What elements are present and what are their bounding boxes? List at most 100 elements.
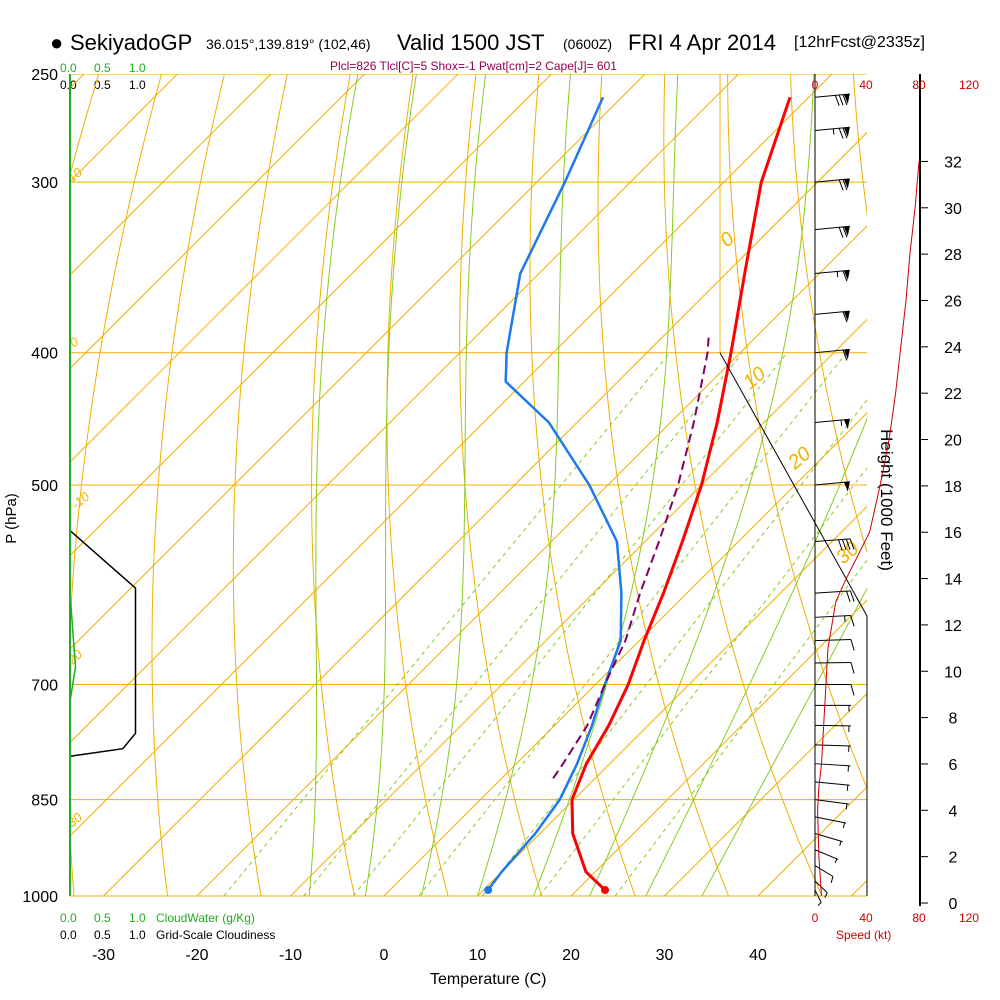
surface-dewpoint-marker [484,886,493,895]
diagram-frame [69,74,868,897]
cloudwater-scale-top-05: 0.5 [94,61,111,75]
station-coords: 36.015°,139.819° (102,46) [206,36,371,52]
isotherm-line [70,74,365,370]
cloudiness-scale-bottom-05: 0.5 [94,928,111,942]
wind-barb-staff [814,833,843,843]
wind-barb-staff [814,816,847,824]
wind-barb [814,225,850,238]
isotherm-line [570,599,867,896]
wind-barb-feather [817,902,822,906]
wind-barb [814,662,855,674]
moist-adiabat-line [645,417,867,896]
height-tick-label: 18 [944,479,962,496]
wind-barb-feather [842,226,848,238]
mixing-ratio-line [352,352,788,896]
wind-barb [814,538,855,551]
forecast-date: FRI 4 Apr 2014 [628,30,776,55]
wind-barb-half-feather [842,822,845,829]
wind-barb-feather [834,95,840,106]
dry-adiabat-line [727,74,867,790]
wind-barb-feather [850,639,855,651]
wind-barb-feather [842,94,848,106]
wind-barb [814,638,855,651]
cloudwater-scale-top-0: 0.0 [60,61,77,75]
wind-barb-half-feather [846,784,849,791]
mixing-ratio-line [418,352,847,896]
temperature-tick-label: -30 [92,947,115,964]
wind-barb-feather [850,662,855,674]
temperature-tick-label: 30 [656,947,674,964]
speed-tick-label-bottom: 40 [859,911,873,925]
speed-tick-label-top: 40 [859,78,873,92]
wind-barb [815,704,851,712]
wind-barb-feather [838,179,844,191]
cloudiness-scale-top-1: 1.0 [129,78,146,92]
dry-adiabat-line [386,74,449,896]
wind-barb-staff [814,744,851,747]
wind-barb-feather [842,349,848,361]
wind-barb-staff [814,781,850,786]
height-tick-label: 20 [944,433,962,450]
temperature-tick-label: 10 [469,947,487,964]
mixing-ratio-line [539,467,867,896]
height-tick-label: 16 [944,525,962,542]
dry-adiabat-line [529,74,636,896]
height-tick-label: 14 [944,572,962,589]
wind-barb-half-feather [840,420,843,426]
dry-adiabat-label: 10 [739,363,770,394]
wind-barb-feather [842,179,848,191]
sounding-params: Plcl=826 Tlcl[C]=5 Shox=-1 Pwat[cm]=2 Ca… [330,59,617,73]
isotherm-line [664,692,867,896]
wind-barb-flag [843,349,850,360]
wind-barb [814,269,850,282]
dry-adiabat-label: 30 [64,809,85,830]
wind-barb-feather [838,539,843,551]
mixing-ratio-label: 3 [342,900,357,917]
height-tick-label: 4 [949,803,958,820]
wind-barb-staff [814,418,850,424]
wind-speed-profile-line [817,161,920,897]
pressure-tick-label: 1000 [22,889,58,906]
temperature-profile-line [570,96,792,892]
wind-barb-half-feather [832,128,835,135]
wind-barb [814,781,850,791]
wind-barb-feather [850,684,855,696]
wind-barb-feather [830,876,834,884]
wind-barb-staff [814,538,851,543]
wind-barb-flag [843,419,850,430]
wind-barb-staff [814,638,851,642]
wind-barb-flag [843,178,850,189]
mixing-ratio-line [303,352,743,896]
speed-tick-label-bottom: 80 [912,911,926,925]
speed-tick-label-top: 120 [959,78,979,92]
wind-barb [814,724,851,732]
height-tick-label: 22 [944,386,962,403]
cloudiness-label: Grid-Scale Cloudiness [156,928,276,942]
pressure-tick-label: 500 [31,478,58,495]
height-tick-label: 32 [944,154,962,171]
wind-barb-staff [814,590,851,594]
cloudiness-scale-bottom-0: 0.0 [60,928,77,942]
wind-barb-feather [849,590,855,602]
cloudwater-scale-bottom-1: 1.0 [129,911,146,925]
dry-adiabat-line [232,74,288,896]
height-tick-label: 0 [949,896,958,913]
moist-adiabat-line [533,74,679,896]
moist-adiabat-line [589,74,815,896]
wind-barb [814,310,850,323]
height-tick-label: 6 [949,757,958,774]
wind-barb-flag [843,93,850,104]
mixing-ratio-label: 20 [603,895,625,917]
wind-barb [814,590,855,602]
wind-barb [814,889,822,906]
wind-barb [814,418,850,430]
pressure-tick-label: 300 [31,175,58,192]
wind-barb-staff [814,763,851,767]
cloudiness-scale-top-0: 0.0 [60,78,77,92]
temperature-axis-title: Temperature (C) [430,971,547,988]
dry-adiabat-line [459,74,542,896]
wind-barb-half-feather [845,803,848,810]
cloudwater-label: CloudWater (g/Kg) [156,911,255,925]
